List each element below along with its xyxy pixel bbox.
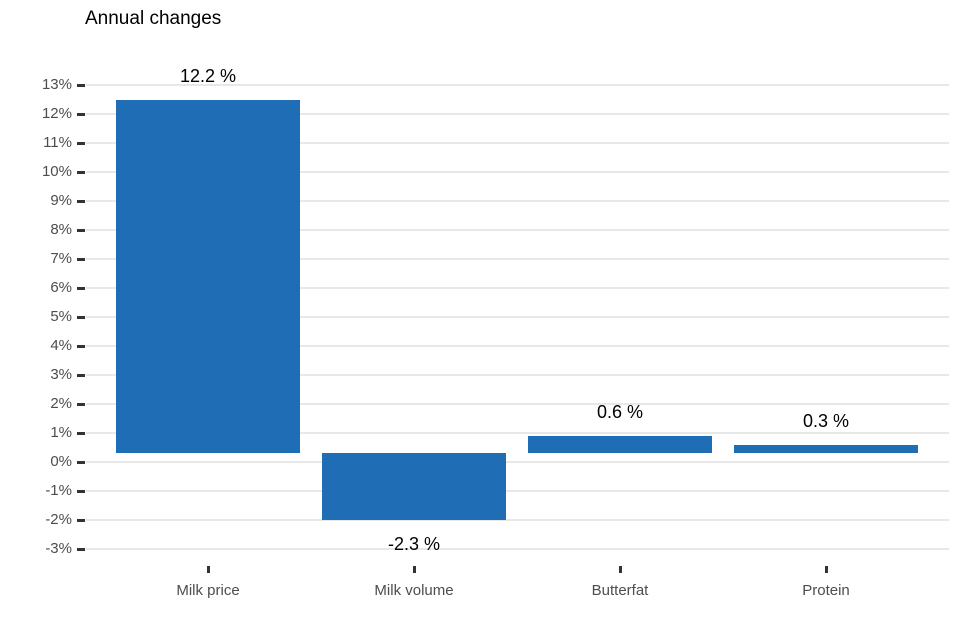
x-axis-tick-label: Protein xyxy=(802,582,850,599)
gridline xyxy=(86,432,949,434)
y-axis-tick-label: -1% xyxy=(45,482,72,499)
y-axis-tick-label: 8% xyxy=(50,221,72,238)
y-axis-tick xyxy=(77,316,85,319)
y-axis-tick-label: 7% xyxy=(50,250,72,267)
x-axis-tick-label: Milk price xyxy=(176,582,240,599)
y-axis-tick xyxy=(77,374,85,377)
y-axis-tick-label: 1% xyxy=(50,424,72,441)
gridline xyxy=(86,142,949,144)
x-axis-tick xyxy=(825,566,828,573)
x-axis-tick xyxy=(413,566,416,573)
y-axis-tick-label: 10% xyxy=(41,163,72,180)
x-axis-tick xyxy=(207,566,210,573)
gridline xyxy=(86,287,949,289)
bar xyxy=(528,436,712,453)
gridline xyxy=(86,403,949,405)
gridline xyxy=(86,229,949,231)
y-axis-tick xyxy=(77,287,85,290)
y-axis-tick-label: 2% xyxy=(50,395,72,412)
gridline xyxy=(86,200,949,202)
gridline xyxy=(86,548,949,550)
y-axis-tick-label: 3% xyxy=(50,366,72,383)
y-axis-tick-label: 5% xyxy=(50,308,72,325)
y-axis-tick-label: 13% xyxy=(41,76,72,93)
y-axis-tick xyxy=(77,403,85,406)
y-axis-tick xyxy=(77,142,85,145)
y-axis-tick xyxy=(77,258,85,261)
gridline xyxy=(86,316,949,318)
gridline xyxy=(86,374,949,376)
y-axis-tick xyxy=(77,432,85,435)
y-axis-tick-label: 9% xyxy=(50,192,72,209)
bar xyxy=(116,100,300,453)
y-axis-tick-label: 11% xyxy=(43,134,72,151)
x-axis-tick-label: Butterfat xyxy=(591,582,649,599)
y-axis-tick-label: 4% xyxy=(50,337,72,354)
gridline xyxy=(86,171,949,173)
y-axis-tick-label: -3% xyxy=(45,540,72,557)
y-axis-tick xyxy=(77,229,85,232)
y-axis-tick xyxy=(77,548,85,551)
bar-value-label: 0.6 % xyxy=(596,402,644,422)
bar-value-label: 12.2 % xyxy=(179,66,237,86)
y-axis-tick-label: 6% xyxy=(50,279,72,296)
x-axis-tick-label: Milk volume xyxy=(374,582,454,599)
y-axis-tick xyxy=(77,200,85,203)
gridline xyxy=(86,490,949,492)
y-axis-tick xyxy=(77,490,85,493)
y-axis-tick-label: 12% xyxy=(41,105,72,122)
y-axis-tick-label: 0% xyxy=(50,453,72,470)
bar-value-label: 0.3 % xyxy=(802,411,850,431)
y-axis-tick xyxy=(77,113,85,116)
gridline xyxy=(86,84,949,86)
y-axis-tick xyxy=(77,84,85,87)
y-axis-tick xyxy=(77,519,85,522)
gridline xyxy=(86,258,949,260)
y-axis-tick-label: -2% xyxy=(45,511,72,528)
gridline xyxy=(86,461,949,463)
gridline xyxy=(86,113,949,115)
y-axis-tick xyxy=(77,461,85,464)
gridline xyxy=(86,519,949,521)
y-axis-tick xyxy=(77,345,85,348)
chart-title: Annual changes xyxy=(85,8,222,29)
bar xyxy=(322,453,506,520)
bar-value-label: -2.3 % xyxy=(387,534,441,554)
y-axis-tick xyxy=(77,171,85,174)
bar xyxy=(734,445,918,453)
x-axis-tick xyxy=(619,566,622,573)
gridline xyxy=(86,345,949,347)
